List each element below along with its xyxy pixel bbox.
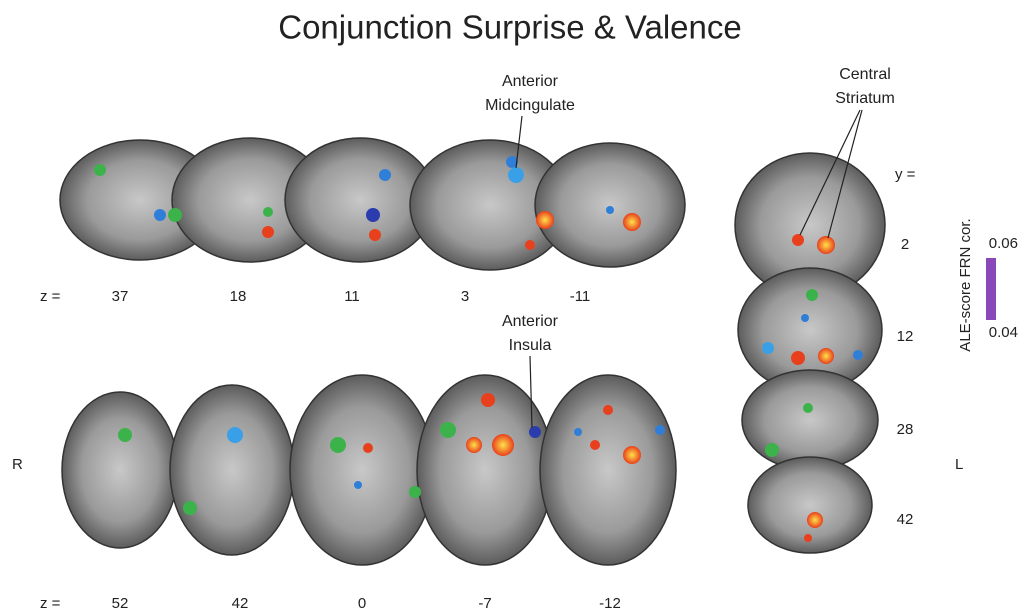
annotation: Anterior bbox=[502, 73, 559, 90]
activation-blob bbox=[379, 169, 391, 181]
activation-blob bbox=[94, 164, 106, 176]
slice-label: 11 bbox=[344, 288, 360, 305]
activation-blob bbox=[118, 428, 132, 442]
figure: Conjunction Surprise & Valence z = 37 18… bbox=[0, 0, 1021, 616]
activation-blob bbox=[853, 350, 863, 360]
activation-blob bbox=[623, 446, 641, 464]
activation-blob bbox=[574, 428, 582, 436]
activation-blob bbox=[262, 226, 274, 238]
axis-label: y = bbox=[895, 166, 916, 183]
activation-blob bbox=[481, 393, 495, 407]
slice-label: 2 bbox=[901, 236, 909, 253]
slice-label: 3 bbox=[461, 288, 469, 305]
brain-slice bbox=[742, 370, 878, 470]
orientation-label: R bbox=[12, 456, 23, 473]
slice-label: -12 bbox=[599, 595, 621, 612]
activation-blob bbox=[227, 427, 243, 443]
annotation: Striatum bbox=[835, 90, 895, 107]
activation-blob bbox=[817, 236, 835, 254]
activation-blob bbox=[168, 208, 182, 222]
activation-blob bbox=[363, 443, 373, 453]
slice-label: 42 bbox=[232, 595, 249, 612]
colorbar bbox=[986, 258, 996, 320]
colorbar-label: ALE-score FRN cor. bbox=[957, 218, 974, 351]
activation-blob bbox=[492, 434, 514, 456]
title: Conjunction Surprise & Valence bbox=[278, 9, 741, 46]
activation-blob bbox=[525, 240, 535, 250]
activation-blob bbox=[791, 351, 805, 365]
activation-blob bbox=[263, 207, 273, 217]
colorbar-min: 0.04 bbox=[989, 324, 1018, 341]
slice-label: 28 bbox=[897, 421, 914, 438]
activation-blob bbox=[603, 405, 613, 415]
activation-blob bbox=[508, 167, 524, 183]
slice-label: 0 bbox=[358, 595, 366, 612]
activation-blob bbox=[792, 234, 804, 246]
axis-label: z = bbox=[40, 595, 61, 612]
activation-blob bbox=[409, 486, 421, 498]
activation-blob bbox=[806, 289, 818, 301]
activation-blob bbox=[762, 342, 774, 354]
brain-slice bbox=[170, 385, 294, 555]
sagittal-slices bbox=[60, 138, 685, 270]
activation-blob bbox=[804, 534, 812, 542]
activation-blob bbox=[369, 229, 381, 241]
activation-blob bbox=[536, 211, 554, 229]
axial-slices bbox=[62, 375, 676, 565]
slice-label: 18 bbox=[230, 288, 247, 305]
activation-blob bbox=[765, 443, 779, 457]
slice-label: 52 bbox=[112, 595, 129, 612]
activation-blob bbox=[466, 437, 482, 453]
activation-blob bbox=[440, 422, 456, 438]
colorbar-max: 0.06 bbox=[989, 235, 1018, 252]
activation-blob bbox=[801, 314, 809, 322]
brain-slice bbox=[535, 143, 685, 267]
activation-blob bbox=[529, 426, 541, 438]
activation-blob bbox=[623, 213, 641, 231]
activation-blob bbox=[354, 481, 362, 489]
activation-blob bbox=[803, 403, 813, 413]
activation-blob bbox=[590, 440, 600, 450]
activation-blob bbox=[606, 206, 614, 214]
annotation: Midcingulate bbox=[485, 97, 575, 114]
activation-blob bbox=[154, 209, 166, 221]
orientation-label: L bbox=[955, 456, 963, 473]
activation-blob bbox=[807, 512, 823, 528]
activation-blob bbox=[818, 348, 834, 364]
slice-label: 12 bbox=[897, 328, 914, 345]
slice-label: -11 bbox=[570, 288, 591, 305]
brain-slice bbox=[62, 392, 178, 548]
slice-label: -7 bbox=[478, 595, 491, 612]
activation-blob bbox=[366, 208, 380, 222]
activation-blob bbox=[330, 437, 346, 453]
annotation: Insula bbox=[509, 337, 552, 354]
brain-slice bbox=[540, 375, 676, 565]
annotation: Central bbox=[839, 66, 891, 83]
brain-slice bbox=[290, 375, 434, 565]
slice-label: 42 bbox=[897, 511, 914, 528]
annotation: Anterior bbox=[502, 313, 559, 330]
activation-blob bbox=[655, 425, 665, 435]
axis-label: z = bbox=[40, 288, 61, 305]
slice-label: 37 bbox=[112, 288, 129, 305]
activation-blob bbox=[183, 501, 197, 515]
